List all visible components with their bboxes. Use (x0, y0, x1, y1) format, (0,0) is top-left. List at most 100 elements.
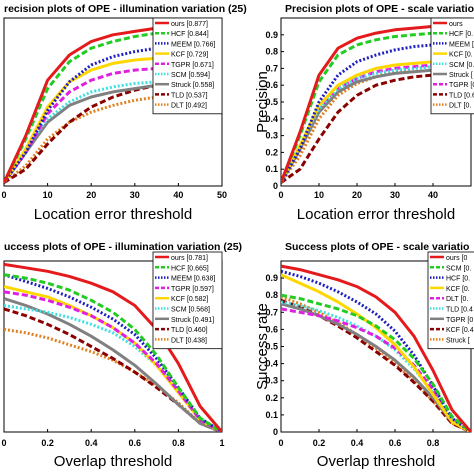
x-tick-label: 30 (390, 190, 400, 200)
x-tick-label: 50 (217, 190, 227, 200)
series-group (281, 264, 471, 432)
legend-entry: DLT [0. (449, 103, 471, 110)
legend-entry: TLD [0.6 (449, 92, 474, 99)
legend-entry: Struck [0.558] (171, 82, 214, 89)
y-tick-label: 0.8 (265, 47, 278, 57)
legend-entry: MEEM [0.638] (171, 276, 215, 283)
x-tick-label: 20 (352, 190, 362, 200)
x-tick-label: 1 (219, 438, 224, 448)
legend-entry: Struck [0.491] (171, 317, 214, 324)
series-line (4, 63, 222, 184)
legend-entry: TGPR [0 (449, 82, 474, 89)
series-line (281, 61, 471, 184)
y-tick-label: 0.7 (265, 63, 278, 73)
legend-entry: ours [0.877] (171, 21, 208, 28)
legend-entry: HCF [0.844] (171, 31, 209, 38)
y-tick-label: 0.9 (265, 273, 278, 283)
legend-entry: TLD [0.460] (171, 327, 208, 334)
x-tick-label: 40 (173, 190, 183, 200)
legend-entry: DLT [0.492] (171, 103, 207, 110)
legend-box (430, 17, 474, 115)
x-tick-label: 40 (428, 190, 438, 200)
legend: ours [0 SCM [0. HCF [0. KCF [0. DLT [0. TLD [… (427, 251, 474, 350)
y-tick-label: 0 (273, 427, 278, 437)
x-tick-label: 0.2 (41, 438, 54, 448)
x-tick-label: 0 (278, 190, 283, 200)
y-tick-label: 0.2 (265, 393, 278, 403)
legend-entry: TLD [0.537] (171, 92, 208, 99)
legend-entry: SCM [0. (446, 265, 471, 272)
x-tick-label: 0.4 (351, 438, 364, 448)
x-tick-label: 0.4 (85, 438, 98, 448)
chart-title: Success plots of OPE - scale variatio (285, 241, 469, 253)
chart-panel-1: 0 10 20 30 40 50 recision plots of OPE - illum… (1, 3, 246, 223)
legend-entry: MEEM [ (449, 41, 474, 48)
x-tick-label: 0 (1, 190, 6, 200)
y-tick-label: 0.4 (265, 359, 278, 369)
legend-entry: SCM [0.568] (171, 307, 210, 314)
legend-entry: KCF [0. (449, 52, 473, 59)
legend-box (427, 251, 474, 350)
y-tick-label: 0.6 (265, 80, 278, 90)
legend: ours [0.781] HCF [0.665] MEEM [0.638] TGPR … (152, 251, 223, 350)
x-tick-label: 0.8 (427, 438, 440, 448)
legend-entry: SCM [0.594] (171, 72, 210, 79)
series-line (281, 40, 471, 184)
chart-panel-2: 0 10 20 30 40 0 0.1 0.2 0.3 0.4 0.5 0.6 0.7 0.8 0.9 Pre… (254, 3, 474, 223)
series-line (4, 290, 222, 432)
legend-entry: Struck [ (449, 72, 473, 79)
y-tick-label: 0.6 (265, 324, 278, 334)
chart-title: uccess plots of OPE - illumination varia… (4, 241, 242, 253)
y-tick-label: 0.4 (265, 114, 278, 124)
y-tick-label: 0 (273, 181, 278, 191)
x-tick-label: 30 (130, 190, 140, 200)
legend-entry: SCM [0. (449, 62, 474, 69)
legend-entry: MEEM [0.766] (171, 41, 215, 48)
x-axis-label: Location error threshold (297, 206, 455, 223)
chart-title: Precision plots of OPE - scale variatio (285, 3, 474, 15)
legend-entry: TGPR [0.597] (171, 286, 214, 293)
legend: ours [0.877] HCF [0.844] MEEM [0.766] KCF [… (152, 17, 223, 115)
legend-entry: HCF [0. (449, 31, 473, 38)
y-axis-label: Success rate (254, 303, 271, 390)
legend-entry: ours (449, 21, 463, 28)
x-tick-label: 20 (86, 190, 96, 200)
y-tick-label: 0.7 (265, 307, 278, 317)
legend-entry: TGPR [0 (446, 317, 473, 324)
series-line (4, 27, 222, 184)
chart-panel-4: 0 0.2 0.4 0.6 0.8 0 0.1 0.2 0.3 0.4 0.5 0.6 0.7 0.8 0.… (254, 241, 474, 470)
x-tick-label: 0 (1, 438, 6, 448)
series-line (4, 262, 222, 432)
y-axis-label: Precision (254, 71, 271, 133)
legend-entry: TLD [0.4 (446, 307, 473, 314)
x-tick-label: 0.8 (172, 438, 185, 448)
series-line (281, 269, 471, 432)
legend-entry: TGPR [0.671] (171, 62, 214, 69)
y-tick-label: 0.9 (265, 30, 278, 40)
x-tick-label: 0 (278, 438, 283, 448)
legend-entry: KCF [0. (446, 286, 470, 293)
legend-entry: HCF [0. (446, 276, 470, 283)
x-tick-label: 0.6 (129, 438, 142, 448)
series-line (281, 307, 471, 432)
legend-entry: KCF [0.729] (171, 52, 208, 59)
chart-title: recision plots of OPE - illumination var… (4, 3, 247, 15)
series-line (4, 88, 222, 184)
y-tick-label: 0.3 (265, 131, 278, 141)
y-tick-label: 0.8 (265, 290, 278, 300)
legend: ours HCF [0. MEEM [ KCF [0. SCM [0. Struck [ T… (430, 17, 474, 115)
x-tick-label: 10 (43, 190, 53, 200)
y-tick-label: 0.5 (265, 342, 278, 352)
series-line (281, 293, 471, 432)
legend-entry: Struck [ (446, 337, 470, 344)
x-axis-label: Overlap threshold (317, 453, 435, 470)
legend-entry: DLT [0. (446, 296, 468, 303)
x-tick-label: 0.2 (313, 438, 326, 448)
x-tick-label: 10 (314, 190, 324, 200)
legend-entry: DLT [0.438] (171, 337, 207, 344)
series-line (281, 264, 471, 432)
x-axis-label: Overlap threshold (54, 453, 172, 470)
series-line (4, 77, 222, 184)
series-line (4, 304, 222, 432)
